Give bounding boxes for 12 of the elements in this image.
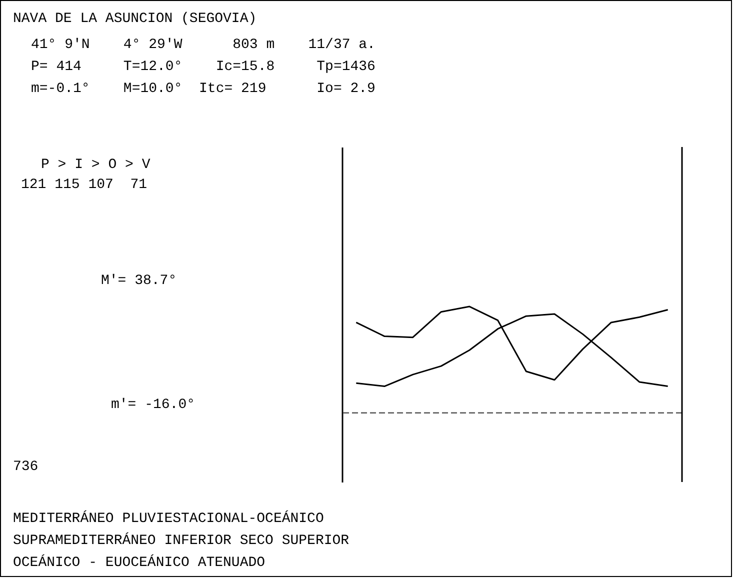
text: 41° 9'N 4° 29'W 803 m 11/37 a.	[31, 37, 376, 53]
text: MEDITERRÁNEO PLUVIESTACIONAL-OCEÁNICO	[13, 511, 324, 527]
text: m=-0.1° M=10.0° Itc= 219 Io= 2.9	[31, 81, 376, 97]
text: m'= -16.0°	[111, 397, 196, 413]
text: 121 115 107 71	[21, 177, 148, 193]
text: P= 414 T=12.0° Ic=15.8 Tp=1436	[31, 59, 376, 75]
text: M'= 38.7°	[101, 273, 177, 289]
text: OCEÁNICO - EUOCEÁNICO ATENUADO	[13, 555, 266, 571]
text: NAVA DE LA ASUNCION (SEGOVIA)	[13, 11, 257, 27]
text: 736	[13, 459, 38, 475]
text: SUPRAMEDITERRÁNEO INFERIOR SECO SUPERIOR	[13, 533, 350, 549]
text: P > I > O > V	[41, 157, 150, 173]
